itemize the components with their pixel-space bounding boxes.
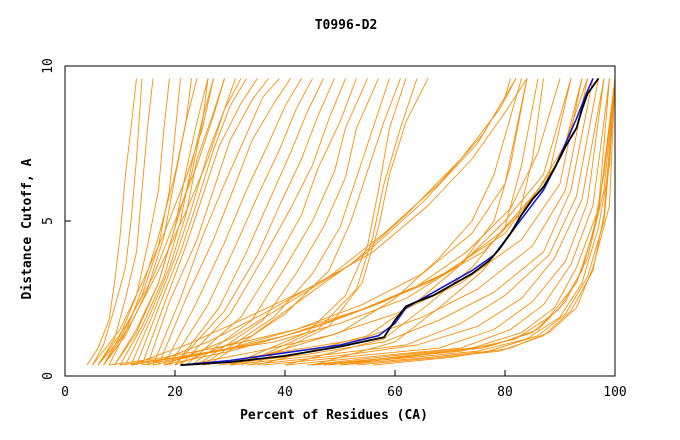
series-line-model-48 [147, 78, 517, 366]
x-axis-label: Percent of Residues (CA) [240, 408, 428, 423]
series-line-model-33 [202, 78, 588, 366]
series-line-model-12 [152, 78, 280, 366]
series-line-model-41 [339, 78, 616, 366]
series-line-model-17 [174, 78, 335, 366]
series-line-model-38 [284, 78, 610, 366]
series-line-model-40 [328, 78, 616, 366]
series-line-model-61 [114, 78, 209, 366]
series-line-model-50 [174, 78, 511, 366]
series-line-model-22 [202, 78, 390, 366]
series-line-model-30 [312, 78, 544, 366]
series-line-model-13 [158, 78, 291, 366]
series-line-model-3 [103, 78, 170, 366]
series-line-model-39 [306, 78, 610, 366]
chart-title: T0996-D2 [315, 18, 378, 33]
series-line-model-20 [191, 78, 368, 366]
series-line-model-55 [372, 78, 616, 366]
series-line-model-32 [185, 78, 583, 366]
series-line-model-15 [169, 78, 313, 366]
x-tick-label-80: 80 [497, 385, 513, 400]
series-layer [86, 77, 616, 366]
series-line-model-60 [103, 78, 198, 366]
x-tick-label-40: 40 [277, 385, 293, 400]
series-line-model-14 [163, 78, 302, 366]
series-line-model-35 [229, 78, 599, 366]
y-axis-label: Distance Cutoff, A [20, 158, 35, 299]
series-line-model-29 [284, 78, 539, 366]
series-line-model-53 [339, 78, 616, 366]
x-axis: 0 20 40 60 80 100 [61, 370, 627, 400]
series-line-model-18 [180, 78, 346, 366]
series-line-model-45 [141, 78, 561, 366]
series-line-model-19 [185, 78, 357, 366]
series-line-model-9 [136, 78, 247, 366]
series-line-model-46 [152, 78, 528, 366]
x-tick-label-60: 60 [387, 385, 403, 400]
series-line-model-2 [97, 78, 154, 366]
series-line-model-23 [207, 78, 401, 366]
series-line-model-27 [229, 78, 522, 366]
y-tick-label-0: 0 [41, 372, 56, 380]
x-tick-label-20: 20 [167, 385, 183, 400]
series-line-model-10 [141, 78, 258, 366]
series-line-model-54 [356, 78, 616, 366]
series-line-model-36 [246, 78, 605, 366]
series-line-model-34 [218, 78, 594, 366]
series-line-highlight-black [180, 77, 600, 366]
series-line-model-51 [312, 78, 616, 366]
x-tick-label-100: 100 [603, 385, 626, 400]
series-line-model-0 [86, 78, 137, 366]
y-tick-label-5: 5 [41, 217, 56, 225]
series-line-model-16 [174, 78, 324, 366]
series-line-model-52 [323, 78, 616, 366]
y-tick-label-10: 10 [41, 58, 56, 74]
series-line-model-1 [92, 78, 143, 366]
series-line-model-59 [97, 78, 181, 366]
x-tick-label-0: 0 [61, 385, 69, 400]
y-axis: 0 5 10 [41, 58, 71, 380]
series-line-model-57 [97, 78, 225, 366]
series-line-model-47 [130, 78, 528, 366]
series-line-model-11 [147, 78, 269, 366]
series-line-model-56 [92, 78, 214, 366]
series-line-model-37 [262, 78, 605, 366]
series-line-model-21 [196, 78, 379, 366]
series-line-model-7 [125, 78, 225, 366]
series-line-highlight-blue [180, 78, 594, 366]
